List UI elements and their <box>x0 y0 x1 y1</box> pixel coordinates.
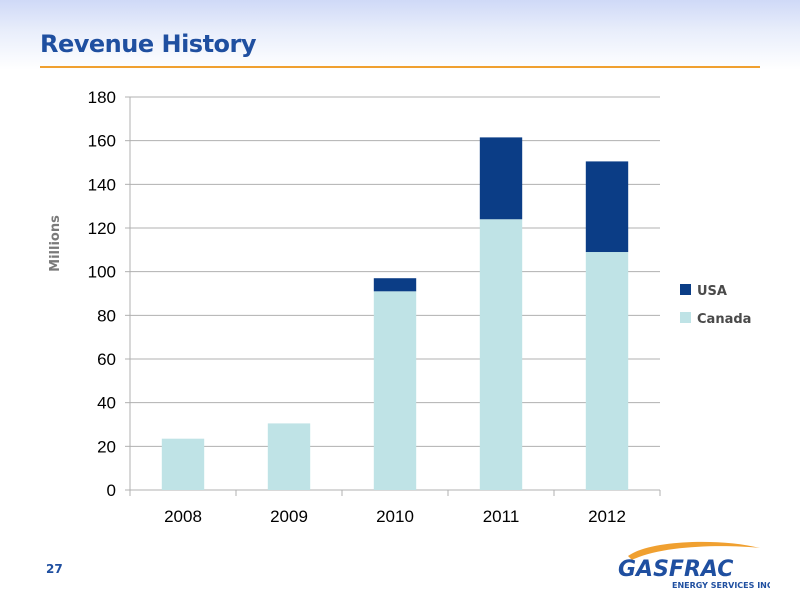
y-tick-label: 120 <box>88 219 116 238</box>
title-background <box>0 0 800 70</box>
title-divider <box>40 66 760 68</box>
y-tick-label: 160 <box>88 132 116 151</box>
bar-canada-2012 <box>585 252 629 490</box>
x-tick-label: 2008 <box>164 507 202 526</box>
y-tick-label: 0 <box>107 481 116 500</box>
legend-label-canada: Canada <box>697 312 751 327</box>
page-title: Revenue History <box>40 30 257 58</box>
bar-canada-2010 <box>373 291 417 490</box>
legend-swatch-canada <box>680 312 691 323</box>
y-tick-label: 80 <box>97 306 116 325</box>
svg-text:ENERGY SERVICES INC.: ENERGY SERVICES INC. <box>672 581 770 590</box>
x-tick-label: 2012 <box>588 507 626 526</box>
legend-label-usa: USA <box>697 284 727 299</box>
gasfrac-logo: GASFRAC ENERGY SERVICES INC. <box>618 541 770 590</box>
bar-canada-2008 <box>161 438 205 490</box>
y-axis-title: Millions <box>48 215 63 272</box>
y-tick-label: 140 <box>88 175 116 194</box>
y-tick-label: 20 <box>97 437 116 456</box>
revenue-chart: 0 20 40 60 80 100 120 140 160 180 Millions 2008 2009… <box>48 88 751 526</box>
y-tick-label: 40 <box>97 394 116 413</box>
svg-text:GASFRAC: GASFRAC <box>618 557 733 582</box>
x-tick-label: 2009 <box>270 507 308 526</box>
bar-usa-2012 <box>585 161 629 253</box>
page-number: 27 <box>46 562 63 576</box>
bar-canada-2009 <box>267 423 311 490</box>
legend-swatch-usa <box>680 284 691 295</box>
bar-usa-2010 <box>373 278 417 292</box>
y-tick-label: 60 <box>97 350 116 369</box>
y-tick-label: 100 <box>88 263 116 282</box>
bar-usa-2011 <box>479 137 523 220</box>
x-tick-label: 2011 <box>483 507 520 526</box>
y-tick-label: 180 <box>88 88 116 107</box>
bar-canada-2011 <box>479 219 523 490</box>
x-tick-label: 2010 <box>376 507 414 526</box>
